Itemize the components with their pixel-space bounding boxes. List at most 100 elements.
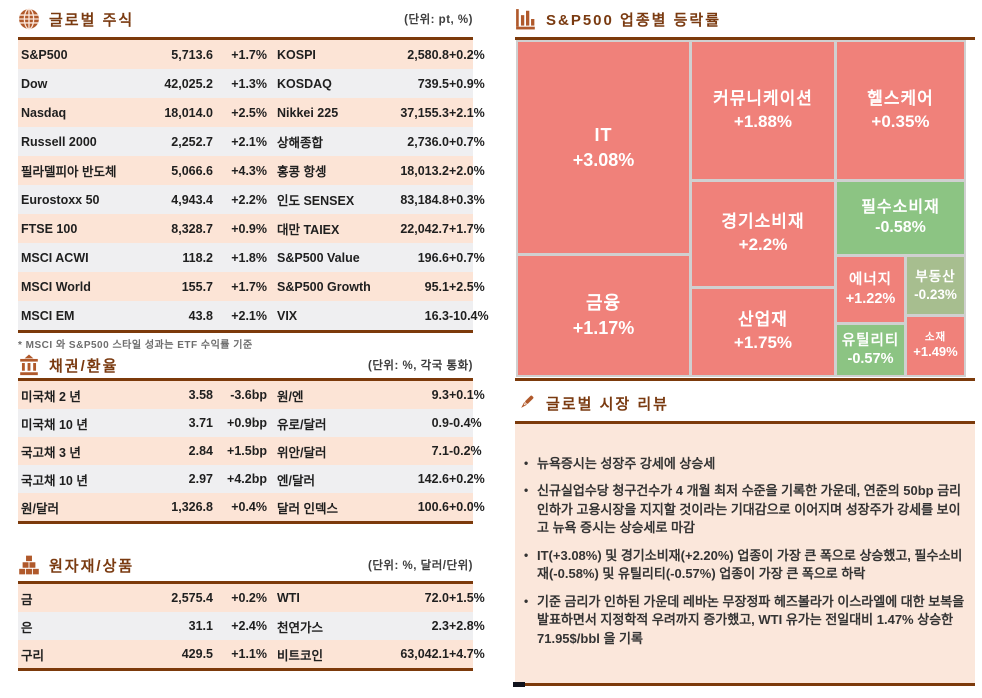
instrument-label: 엔/달러 <box>277 473 315 488</box>
review-text: IT(+3.08%) 및 경기소비재(+2.20%) 업종이 가장 큰 폭으로 … <box>537 547 963 582</box>
instrument-label: 금 <box>21 592 33 607</box>
instrument-label: 홍콩 항셍 <box>277 165 327 179</box>
sector-name: IT <box>594 125 613 146</box>
footer-dash <box>513 682 525 687</box>
table-row: 필라델피아 반도체 5,066.6 +4.3% 홍콩 항셍 18,013.2 +2.0% <box>18 156 485 185</box>
instrument-label: 구리 <box>21 648 45 663</box>
instrument-value: 196.6 <box>417 250 449 265</box>
table-row: 미국채 2 년 3.58 -3.6bp 원/엔 9.3 +0.1% <box>18 381 485 409</box>
sector-change: +1.75% <box>733 333 793 352</box>
instrument-value: 100.6 <box>417 500 449 514</box>
instrument-value: 22,042.7 <box>400 221 449 236</box>
instrument-change: +1.5bp <box>227 444 267 458</box>
instrument-label: 위안/달러 <box>277 445 327 460</box>
section-unit: (단위: pt, %) <box>404 14 473 26</box>
instrument-change: +4.3% <box>231 163 267 178</box>
instrument-change: +2.8% <box>449 619 485 633</box>
instrument-label: 원/엔 <box>277 389 304 404</box>
sector-name: 유틸리티 <box>841 332 900 349</box>
table-row: MSCI World 155.7 +1.7% S&P500 Growth 95.1 +2.… <box>18 272 485 301</box>
treemap-block-financials: 금융 +1.17% <box>518 256 689 375</box>
treemap-block-real-estate: 부동산 -0.23% <box>907 257 964 314</box>
instrument-value: 43.8 <box>188 308 213 323</box>
instrument-change: +1.3% <box>231 76 267 91</box>
sector-change: -0.23% <box>914 286 957 302</box>
instrument-label: MSCI World <box>21 279 91 294</box>
instrument-change: +2.5% <box>231 105 267 120</box>
instrument-value: 2,252.7 <box>171 134 213 149</box>
divider <box>515 37 975 40</box>
instrument-label: Nikkei 225 <box>277 105 339 120</box>
instrument-label: S&P500 Growth <box>277 279 371 294</box>
table-row: 국고채 10 년 2.97 +4.2bp 엔/달러 142.6 +0.2% <box>18 465 485 493</box>
instrument-change: +2.0% <box>449 163 485 178</box>
instrument-change: +0.3% <box>449 192 485 207</box>
divider <box>515 378 975 381</box>
instrument-label: Eurostoxx 50 <box>21 192 100 207</box>
instrument-change: -10.4% <box>449 308 489 323</box>
sector-change: +2.2% <box>738 235 788 254</box>
instrument-value: 739.5 <box>417 76 449 91</box>
instrument-change: +0.2% <box>449 47 485 62</box>
instrument-label: S&P500 Value <box>277 250 360 265</box>
instrument-value: 95.1 <box>424 279 449 294</box>
treemap-block-it: IT +3.08% <box>518 42 689 253</box>
instrument-change: +2.4% <box>231 619 267 633</box>
instrument-label: WTI <box>277 591 300 605</box>
instrument-change: +0.4% <box>231 500 267 514</box>
commodities-header: 원자재/상품 (단위: %, 달러/단위) <box>18 550 473 580</box>
instrument-label: 미국채 2 년 <box>21 389 81 404</box>
instrument-change: +0.2% <box>449 472 485 486</box>
instrument-change: +0.7% <box>449 250 485 265</box>
instrument-value: 31.1 <box>188 619 213 633</box>
instrument-label: 필라델피아 반도체 <box>21 165 117 179</box>
instrument-value: 16.3 <box>424 308 449 323</box>
instrument-label: Nasdaq <box>21 105 67 120</box>
divider <box>18 330 473 333</box>
instrument-label: S&P500 <box>21 47 68 62</box>
review-bullet: • IT(+3.08%) 및 경기소비재(+2.20%) 업종이 가장 큰 폭으… <box>524 547 965 584</box>
sector-change: +0.35% <box>871 111 930 131</box>
instrument-label: 비트코인 <box>277 648 324 663</box>
table-row: 금 2,575.4 +0.2% WTI 72.0 +1.5% <box>18 584 485 612</box>
instrument-value: 18,013.2 <box>400 163 449 178</box>
instrument-value: 142.6 <box>417 472 449 486</box>
review-bullet: • 기준 금리가 인하된 가운데 레바논 무장정파 헤즈볼라가 이스라엘에 대한… <box>524 593 965 648</box>
instrument-label: VIX <box>277 308 298 323</box>
instrument-change: +2.1% <box>231 308 267 323</box>
bonds-fx-header: 채권/환율 (단위: %, 각국 통화) <box>18 350 473 380</box>
sector-name: 금융 <box>585 293 622 314</box>
bullet-marker: • <box>524 456 529 470</box>
sector-change: +1.17% <box>572 317 635 338</box>
market-review-header: 글로벌 시장 리뷰 <box>515 388 975 418</box>
instrument-label: Dow <box>21 76 48 91</box>
sector-name: 헬스케어 <box>867 88 934 108</box>
right-panel: S&P500 업종별 등락률 IT +3.08% 금융 +1.17% 커뮤니케이… <box>513 0 975 698</box>
instrument-value: 2,736.0 <box>407 134 449 149</box>
instrument-change: +0.9% <box>231 221 267 236</box>
instrument-value: 7.1 <box>431 444 449 458</box>
sector-treemap: IT +3.08% 금융 +1.17% 커뮤니케이션 +1.88% 경기소비재 … <box>516 40 966 377</box>
instrument-value: 63,042.1 <box>400 647 449 661</box>
sector-change: +1.88% <box>733 111 793 131</box>
instrument-value: 2.97 <box>188 472 213 486</box>
treemap-block-consumer-staples: 필수소비재 -0.58% <box>837 182 964 254</box>
instrument-label: KOSPI <box>277 47 316 62</box>
instrument-label: 유로/달러 <box>277 417 327 432</box>
treemap-block-utilities: 유틸리티 -0.57% <box>837 325 904 375</box>
divider <box>18 378 473 381</box>
instrument-change: +2.2% <box>231 192 267 207</box>
bullet-marker: • <box>524 593 529 608</box>
instrument-label: 인도 SENSEX <box>277 194 355 208</box>
instrument-change: +0.9bp <box>227 416 267 430</box>
bullet-marker: • <box>524 547 529 562</box>
divider <box>18 37 473 40</box>
instrument-value: 2,580.8 <box>407 47 449 62</box>
instrument-value: 3.71 <box>188 416 213 430</box>
sector-name: 소재 <box>924 330 947 343</box>
sector-name: 경기소비재 <box>721 212 805 232</box>
instrument-value: 155.7 <box>181 279 213 294</box>
instrument-value: 0.9 <box>431 416 449 430</box>
bar-chart-icon <box>516 9 535 30</box>
section-title: 원자재/상품 <box>49 557 135 575</box>
